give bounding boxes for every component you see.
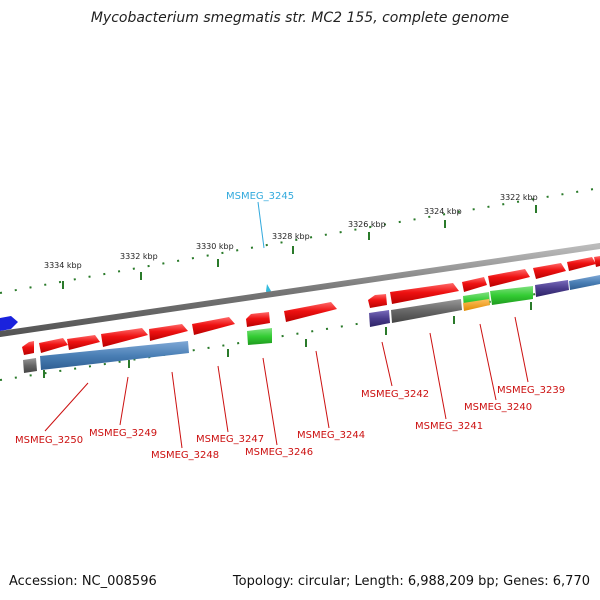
- gene-arrow[interactable]: [488, 269, 530, 287]
- feature-block[interactable]: [391, 299, 462, 323]
- genome-backbone: [0, 243, 600, 337]
- gene-label-msmeg-3240[interactable]: MSMEG_3240: [464, 402, 532, 413]
- feature-block[interactable]: [569, 275, 600, 290]
- tick-label-3330: 3330 kbp: [196, 242, 234, 251]
- gene-label-msmeg-3241[interactable]: MSMEG_3241: [415, 421, 483, 432]
- gene-arrow[interactable]: [284, 302, 337, 322]
- feature-block[interactable]: [490, 286, 533, 305]
- feature-block[interactable]: [247, 328, 272, 345]
- gene-arrow[interactable]: [533, 263, 566, 279]
- gene-label-msmeg-3249[interactable]: MSMEG_3249: [89, 428, 157, 439]
- accession-text: Accession: NC_008596: [9, 574, 157, 589]
- gene-label-msmeg-3247[interactable]: MSMEG_3247: [196, 434, 264, 445]
- feature-track: [23, 275, 600, 373]
- feature-block[interactable]: [40, 341, 189, 370]
- gene-arrow[interactable]: [567, 257, 596, 271]
- forward-gene-track: [0, 256, 600, 355]
- feature-block[interactable]: [535, 280, 569, 297]
- map-title: Mycobacterium smegmatis str. MC2 155, co…: [90, 10, 510, 26]
- gene-arrow[interactable]: [101, 328, 148, 347]
- tick-label-3324: 3324 kbp: [424, 207, 462, 216]
- tick-label-3322: 3322 kbp: [500, 193, 538, 202]
- highlight-gene-leader: [257, 201, 265, 249]
- genome-stats-text: Topology: circular; Length: 6,988,209 bp…: [232, 574, 590, 589]
- feature-block[interactable]: [369, 310, 390, 327]
- gene-labels: [44, 316, 529, 449]
- tick-label-3332: 3332 kbp: [120, 252, 158, 261]
- highlight-gene-label[interactable]: MSMEG_3245: [226, 191, 294, 202]
- gene-arrow[interactable]: [149, 324, 188, 341]
- gene-arrow[interactable]: [462, 277, 487, 292]
- strand-gene-arrow[interactable]: [0, 316, 18, 331]
- gene-arrow[interactable]: [246, 312, 270, 327]
- tick-label-3328: 3328 kbp: [272, 232, 310, 241]
- feature-block[interactable]: [463, 299, 490, 311]
- gene-arrow[interactable]: [390, 283, 459, 304]
- gene-arrow[interactable]: [22, 341, 34, 355]
- gene-label-msmeg-3244[interactable]: MSMEG_3244: [297, 430, 365, 441]
- gene-label-msmeg-3239[interactable]: MSMEG_3239: [497, 385, 565, 396]
- gene-arrow[interactable]: [368, 294, 387, 308]
- gene-arrow[interactable]: [39, 338, 68, 353]
- gene-label-msmeg-3242[interactable]: MSMEG_3242: [361, 389, 429, 400]
- tick-label-3326: 3326 kbp: [348, 220, 386, 229]
- gene-label-msmeg-3246[interactable]: MSMEG_3246: [245, 447, 313, 458]
- feature-block[interactable]: [23, 358, 37, 373]
- gene-arrow[interactable]: [67, 335, 100, 350]
- major-ticks: [43, 205, 537, 378]
- gene-arrow[interactable]: [192, 317, 235, 335]
- gene-arrow[interactable]: [594, 256, 600, 267]
- gene-label-msmeg-3250[interactable]: MSMEG_3250: [15, 435, 83, 446]
- tick-label-3334: 3334 kbp: [44, 261, 82, 270]
- gene-label-msmeg-3248[interactable]: MSMEG_3248: [151, 450, 219, 461]
